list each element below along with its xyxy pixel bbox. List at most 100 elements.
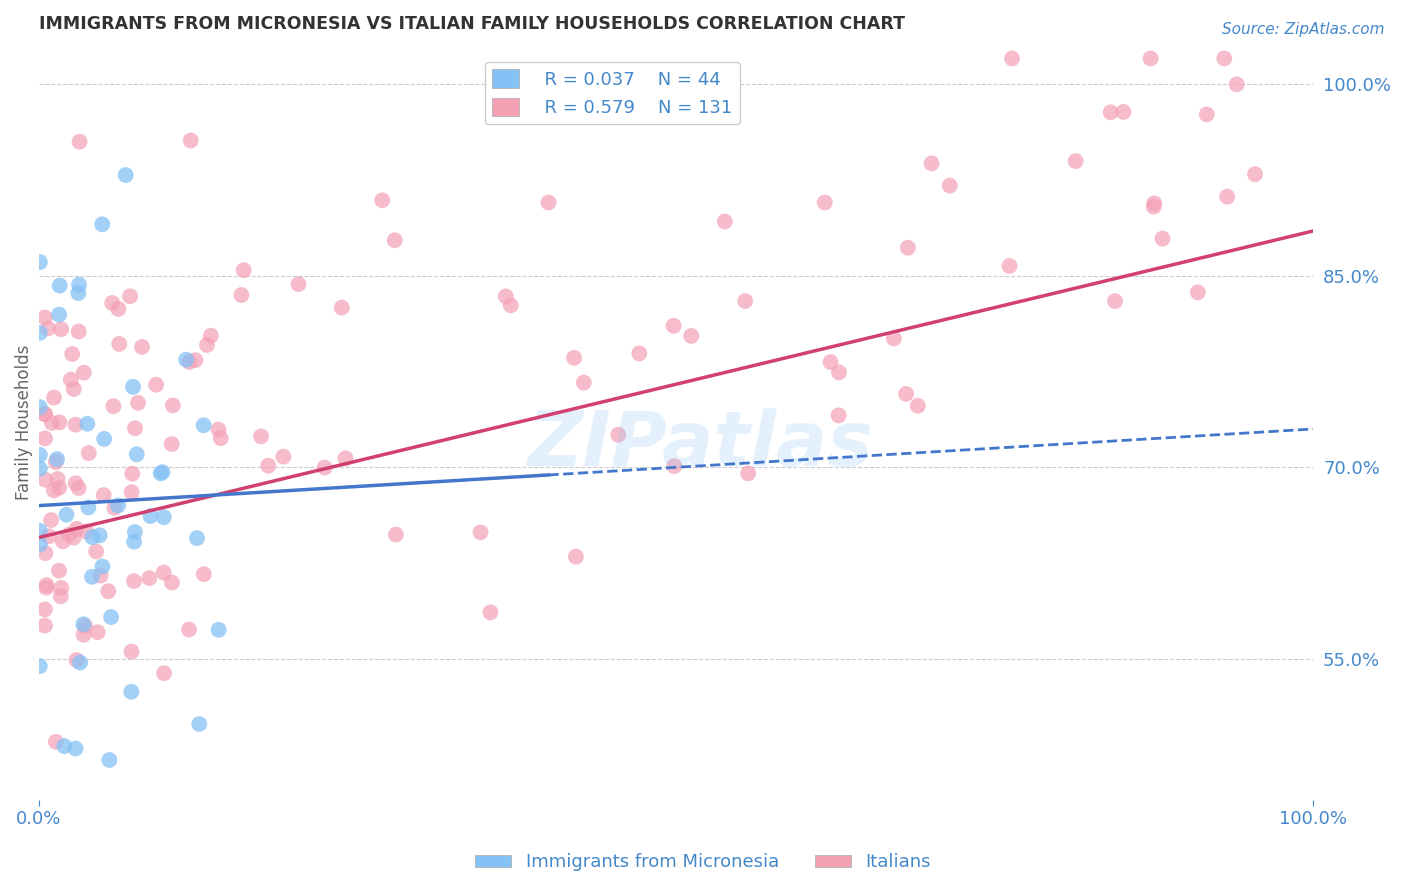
Point <box>1244 167 1267 181</box>
Point <box>48 415 70 429</box>
Point <box>34 546 56 560</box>
Point <box>98 753 121 767</box>
Point <box>49 322 72 336</box>
Point <box>103 500 125 515</box>
Point <box>34 602 56 616</box>
Point <box>91 559 114 574</box>
Point <box>179 355 201 369</box>
Point <box>209 431 232 445</box>
Point <box>86 625 108 640</box>
Point <box>28 448 51 462</box>
Point <box>51 581 73 595</box>
Point <box>67 277 90 292</box>
Point <box>58 527 80 541</box>
Point <box>34 473 56 487</box>
Point <box>28 461 51 475</box>
Point <box>35 578 58 592</box>
Point <box>67 286 90 301</box>
Point <box>385 527 408 541</box>
Point <box>1143 200 1166 214</box>
Point <box>814 195 837 210</box>
Point <box>152 566 174 580</box>
Point <box>77 500 100 515</box>
Point <box>42 391 65 405</box>
Point <box>75 524 97 539</box>
Point <box>1213 52 1236 66</box>
Point <box>607 427 630 442</box>
Point <box>121 485 143 500</box>
Point <box>53 739 76 753</box>
Point <box>121 644 143 658</box>
Point <box>628 346 651 360</box>
Point <box>479 605 502 619</box>
Point <box>122 534 145 549</box>
Point <box>232 263 254 277</box>
Point <box>250 429 273 443</box>
Point <box>48 564 70 578</box>
Point <box>1152 231 1174 245</box>
Point <box>48 481 70 495</box>
Point <box>34 432 56 446</box>
Point <box>62 531 84 545</box>
Point <box>186 531 208 545</box>
Point <box>93 432 115 446</box>
Point <box>180 133 202 147</box>
Point <box>231 288 253 302</box>
Point <box>208 623 231 637</box>
Point <box>124 421 146 435</box>
Point <box>28 524 51 538</box>
Point <box>883 331 905 345</box>
Point <box>84 544 107 558</box>
Point <box>162 398 184 412</box>
Point <box>1001 52 1024 66</box>
Point <box>46 452 69 467</box>
Legend:   R = 0.037    N = 44,   R = 0.579    N = 131: R = 0.037 N = 44, R = 0.579 N = 131 <box>485 62 740 124</box>
Point <box>76 417 98 431</box>
Point <box>907 399 929 413</box>
Point <box>48 308 70 322</box>
Point <box>49 589 72 603</box>
Point <box>820 355 842 369</box>
Point <box>330 301 353 315</box>
Point <box>35 581 58 595</box>
Point <box>193 418 215 433</box>
Text: IMMIGRANTS FROM MICRONESIA VS ITALIAN FAMILY HOUSEHOLDS CORRELATION CHART: IMMIGRANTS FROM MICRONESIA VS ITALIAN FA… <box>38 15 904 33</box>
Point <box>107 301 129 316</box>
Legend: Immigrants from Micronesia, Italians: Immigrants from Micronesia, Italians <box>468 847 938 879</box>
Point <box>200 328 222 343</box>
Point <box>127 396 149 410</box>
Point <box>37 321 59 335</box>
Point <box>257 458 280 473</box>
Point <box>894 387 917 401</box>
Text: Source: ZipAtlas.com: Source: ZipAtlas.com <box>1222 22 1385 37</box>
Point <box>149 467 172 481</box>
Point <box>108 337 131 351</box>
Y-axis label: Family Households: Family Households <box>15 345 32 500</box>
Point <box>28 537 51 551</box>
Point <box>46 472 69 486</box>
Point <box>1064 154 1087 169</box>
Point <box>72 628 94 642</box>
Point <box>139 509 162 524</box>
Point <box>565 549 588 564</box>
Point <box>138 571 160 585</box>
Text: ZIPatlas: ZIPatlas <box>529 409 875 483</box>
Point <box>1187 285 1209 300</box>
Point <box>335 451 357 466</box>
Point <box>1195 107 1218 121</box>
Point <box>1104 294 1126 309</box>
Point <box>65 476 87 491</box>
Point <box>75 619 97 633</box>
Point <box>34 618 56 632</box>
Point <box>184 353 207 368</box>
Point <box>101 296 124 310</box>
Point <box>828 366 851 380</box>
Point <box>572 376 595 390</box>
Point <box>314 460 336 475</box>
Point <box>67 481 90 495</box>
Point <box>120 289 142 303</box>
Point <box>939 178 962 193</box>
Point <box>34 310 56 325</box>
Point <box>1143 196 1166 211</box>
Point <box>28 255 51 269</box>
